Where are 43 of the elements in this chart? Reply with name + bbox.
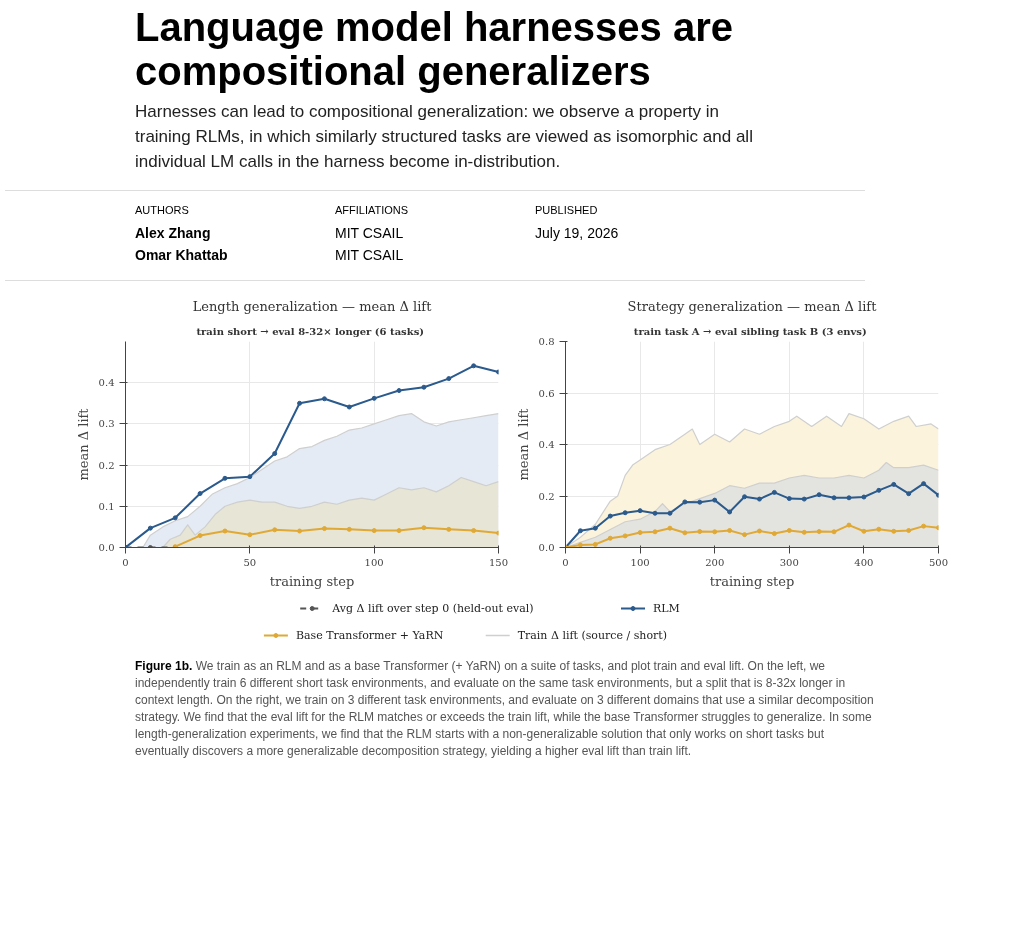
x-tick-label: 300	[779, 556, 799, 568]
x-tick-label: 200	[705, 556, 725, 568]
text: Alex Zhang	[135, 223, 212, 243]
y-tick-label: 0.6	[538, 387, 555, 399]
y-tick-label: 0.3	[98, 418, 115, 430]
text: Language model harnesses are compositional generalizers	[135, 5, 734, 93]
x-tick-label: 150	[488, 556, 509, 568]
x-tick-label: 100	[364, 556, 384, 568]
y-tick-label: 0.1	[98, 500, 115, 512]
y-tick-label: 0.8	[538, 335, 555, 347]
text: July 19, 2026	[535, 223, 620, 243]
y-tick-label: 0.4	[538, 438, 555, 450]
y-tick-label: 0.2	[98, 459, 115, 471]
x-tick-label: 0	[122, 556, 129, 568]
text: Omar Khattab	[135, 245, 229, 265]
text: MIT CSAIL	[335, 223, 405, 243]
text: AUTHORS	[135, 203, 190, 218]
chart-subtitle: train task A → eval sibling task B (3 envs)	[633, 325, 867, 337]
chart-title: Strategy generalization — mean Δ lift	[627, 298, 878, 314]
y-tick-label: 0.0	[98, 541, 115, 553]
x-tick-label: 100	[630, 556, 650, 568]
y-tick-label: 0.4	[98, 377, 115, 389]
y-axis-title: mean Δ lift	[75, 407, 91, 481]
legend-label: Avg Δ lift over step 0 (held-out eval)	[331, 601, 534, 615]
x-axis-title: training step	[709, 573, 795, 589]
caption: Figure 1b.	[135, 658, 193, 673]
y-tick-label: 0.2	[538, 490, 555, 502]
legend-label: RLM	[653, 601, 680, 615]
text: PUBLISHED	[535, 203, 599, 218]
text: MIT CSAIL	[335, 245, 405, 265]
y-tick-label: 0.0	[538, 541, 555, 553]
x-tick-label: 50	[243, 556, 257, 568]
chart-subtitle: train short → eval 8-32× longer (6 tasks)	[196, 325, 425, 337]
chart-title: Length generalization — mean Δ lift	[192, 298, 433, 314]
text: AFFILIATIONS	[335, 203, 410, 218]
legend-label: Train Δ lift (source / short)	[517, 628, 668, 642]
x-tick-label: 500	[928, 556, 949, 568]
x-tick-label: 0	[562, 556, 569, 568]
legend-label: Base Transformer + YaRN	[295, 628, 444, 642]
y-axis-title: mean Δ lift	[515, 407, 531, 481]
x-tick-label: 400	[854, 556, 874, 568]
text: Harnesses can lead to compositional generalization: we observe a property in training RLMs, in which similarly structured tasks are viewed as isomorphic and all individual LM calls in the harness become in-distribution.	[135, 101, 754, 173]
x-axis-title: training step	[269, 573, 355, 589]
